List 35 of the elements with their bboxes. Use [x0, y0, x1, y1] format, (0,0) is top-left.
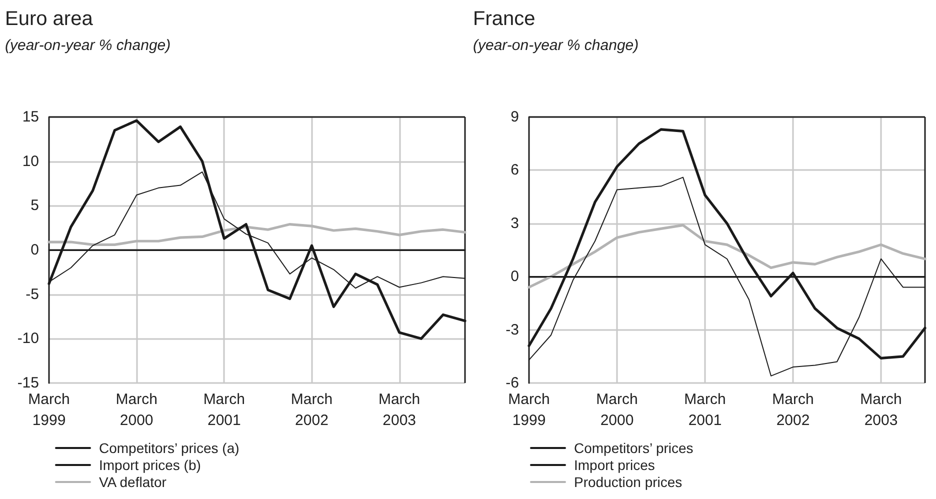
- x-tick-label: March 2003: [860, 391, 902, 429]
- legend-label: Competitors’ prices (a): [99, 440, 240, 456]
- legend-label: Competitors’ prices: [574, 440, 694, 456]
- legend-label: Production prices: [574, 474, 682, 490]
- y-tick-label: 0: [30, 242, 39, 258]
- line-series: [528, 224, 926, 289]
- y-tick-label: -15: [17, 374, 39, 392]
- y-tick-label: 9: [510, 108, 519, 126]
- y-tick-label: 10: [22, 152, 39, 170]
- chart-subtitle: (year-on-year % change): [473, 37, 639, 54]
- x-tick-label: March 2000: [116, 391, 158, 429]
- legend-label: Import prices: [574, 457, 655, 473]
- x-tick-label: March 2002: [290, 391, 333, 429]
- x-tick-label: March 1999: [28, 391, 70, 429]
- y-tick-label: -10: [17, 330, 39, 348]
- x-tick-label: March 2003: [378, 391, 420, 429]
- x-tick-label: March 2002: [772, 391, 814, 429]
- chart-title: France: [473, 8, 536, 30]
- x-tick-label: March 2001: [203, 391, 245, 429]
- y-tick-label: 0: [510, 268, 519, 286]
- legend-label: VA deflator: [99, 474, 167, 490]
- y-tick-label: -6: [506, 374, 519, 392]
- chart-subtitle: (year-on-year % change): [5, 37, 171, 54]
- y-tick-label: 3: [510, 214, 519, 232]
- y-tick-label: 5: [30, 197, 39, 214]
- chart-title: Euro area: [5, 8, 94, 30]
- line-series: [48, 222, 466, 246]
- x-tick-label: March 2001: [684, 391, 726, 429]
- y-tick-label: 6: [510, 162, 519, 179]
- legend-label: Import prices (b): [99, 457, 201, 473]
- y-tick-label: -3: [506, 321, 519, 338]
- x-tick-label: March 2000: [596, 391, 638, 429]
- y-tick-label: 15: [22, 108, 39, 126]
- y-tick-label: -5: [26, 286, 39, 303]
- x-tick-label: March 1999: [508, 391, 550, 429]
